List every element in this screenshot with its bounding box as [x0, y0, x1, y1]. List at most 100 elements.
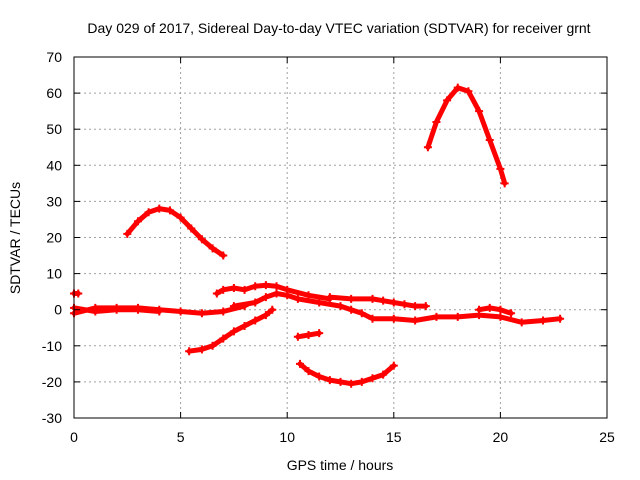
series-layer: [70, 83, 565, 388]
data-point: [268, 305, 277, 314]
y-tick-label: 40: [46, 157, 62, 173]
data-point: [453, 83, 462, 92]
data-point: [315, 329, 324, 338]
y-tick-label: 50: [46, 121, 62, 137]
data-point: [229, 302, 238, 311]
data-point: [304, 291, 313, 300]
data-point: [496, 312, 505, 321]
y-tick-label: 60: [46, 85, 62, 101]
data-point: [336, 302, 345, 311]
y-tick-label: 70: [46, 49, 62, 65]
data-point: [423, 143, 432, 152]
data-point: [443, 96, 452, 105]
x-tick-label: 15: [386, 429, 402, 445]
series-arc-g: [229, 289, 565, 327]
data-point: [368, 294, 377, 303]
data-point: [507, 309, 516, 318]
data-point: [133, 305, 142, 314]
y-tick-label: 30: [46, 193, 62, 209]
y-tick-label: -30: [42, 410, 62, 426]
data-point: [283, 291, 292, 300]
data-point: [496, 164, 505, 173]
data-point: [229, 284, 238, 293]
data-point: [347, 305, 356, 314]
data-point: [379, 296, 388, 305]
data-point: [315, 298, 324, 307]
series-line: [124, 206, 226, 258]
data-point: [208, 244, 217, 253]
y-axis-label: SDTVAR / TECUs: [7, 182, 23, 294]
data-point: [389, 361, 398, 370]
y-tick-label: 10: [46, 266, 62, 282]
data-point: [368, 374, 377, 383]
data-point: [485, 303, 494, 312]
data-point: [219, 334, 228, 343]
data-point: [176, 307, 185, 316]
data-point: [421, 302, 430, 311]
data-point: [293, 332, 302, 341]
data-point: [432, 312, 441, 321]
x-tick-label: 20: [493, 429, 509, 445]
series-arc-f: [185, 305, 277, 356]
data-point: [229, 327, 238, 336]
chart-title: Day 029 of 2017, Sidereal Day-to-day VTE…: [87, 20, 590, 36]
data-point: [347, 379, 356, 388]
data-point: [133, 217, 142, 226]
data-point: [187, 224, 196, 233]
data-point: [368, 314, 377, 323]
data-point: [197, 309, 206, 318]
data-point: [500, 179, 509, 188]
series-arc-i: [295, 359, 398, 388]
x-tick-label: 25: [599, 429, 615, 445]
data-point: [315, 372, 324, 381]
data-point: [336, 377, 345, 386]
data-point: [379, 370, 388, 379]
x-tick-label: 5: [177, 429, 185, 445]
data-point: [185, 347, 194, 356]
series-line: [476, 305, 514, 316]
tick-label-layer: 0 5 10 15 20 25 -30 -20 -10 0 10 20 30 40 50 60 70: [42, 49, 615, 445]
data-point: [144, 208, 153, 217]
y-tick-label: 20: [46, 230, 62, 246]
data-point: [357, 309, 366, 318]
data-point: [261, 281, 270, 290]
series-arc-c: [70, 289, 83, 298]
data-point: [556, 314, 565, 323]
data-point: [304, 330, 313, 339]
data-point: [240, 285, 249, 294]
data-point: [123, 229, 132, 238]
data-point: [155, 307, 164, 316]
data-point: [197, 235, 206, 244]
series-arc-l: [475, 303, 516, 318]
y-tick-label: -20: [42, 374, 62, 390]
data-point: [475, 107, 484, 116]
series-arc-j: [325, 293, 430, 311]
data-point: [411, 316, 420, 325]
x-tick-label: 10: [279, 429, 295, 445]
data-point: [432, 117, 441, 126]
data-point: [539, 316, 548, 325]
data-point: [325, 376, 334, 385]
series-arc-k: [423, 83, 509, 188]
data-point: [400, 300, 409, 309]
data-point: [293, 294, 302, 303]
data-point: [272, 282, 281, 291]
data-point: [91, 307, 100, 316]
data-point: [464, 87, 473, 96]
y-tick-label: 0: [54, 302, 62, 318]
data-point: [112, 305, 121, 314]
data-point: [219, 307, 228, 316]
data-point: [485, 136, 494, 145]
data-point: [389, 298, 398, 307]
series-line: [425, 85, 508, 186]
data-point: [219, 251, 228, 260]
data-point: [272, 289, 281, 298]
data-point: [453, 312, 462, 321]
data-point: [197, 345, 206, 354]
data-point: [208, 341, 217, 350]
data-point: [411, 302, 420, 311]
data-point: [496, 305, 505, 314]
grid-layer: [74, 57, 607, 418]
data-point: [325, 293, 334, 302]
